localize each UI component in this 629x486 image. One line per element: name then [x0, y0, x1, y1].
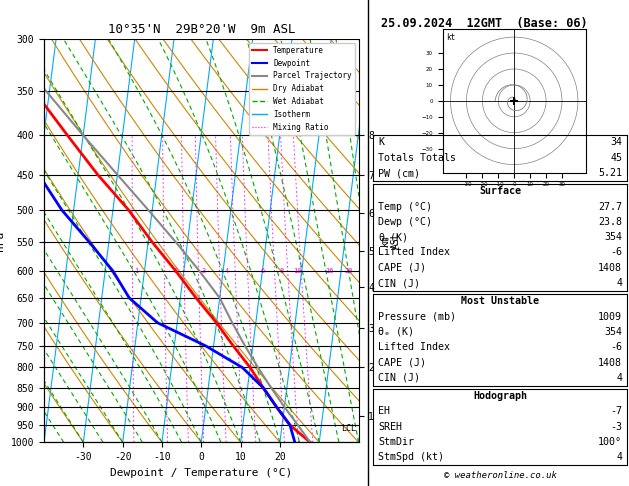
Text: 10: 10: [294, 268, 302, 274]
Text: 4: 4: [616, 373, 622, 383]
Text: 6: 6: [260, 268, 265, 274]
Text: kt: kt: [446, 34, 455, 42]
Text: StmSpd (kt): StmSpd (kt): [378, 452, 444, 462]
Text: Lifted Index: Lifted Index: [378, 342, 450, 352]
Text: 1009: 1009: [598, 312, 622, 322]
Text: 354: 354: [604, 327, 622, 337]
Text: Totals Totals: Totals Totals: [378, 153, 456, 163]
Text: Hodograph: Hodograph: [473, 391, 527, 401]
Text: CAPE (J): CAPE (J): [378, 358, 426, 367]
Text: StmDir: StmDir: [378, 437, 414, 447]
Text: Most Unstable: Most Unstable: [461, 296, 539, 306]
Text: PW (cm): PW (cm): [378, 168, 420, 178]
Text: K: K: [378, 138, 384, 147]
Text: 5.21: 5.21: [598, 168, 622, 178]
Text: EH: EH: [378, 406, 390, 417]
Legend: Temperature, Dewpoint, Parcel Trajectory, Dry Adiabat, Wet Adiabat, Isotherm, Mi: Temperature, Dewpoint, Parcel Trajectory…: [248, 43, 355, 135]
Text: Surface: Surface: [479, 186, 521, 196]
Text: 3: 3: [201, 268, 206, 274]
Text: SREH: SREH: [378, 422, 402, 432]
Text: 8: 8: [280, 268, 284, 274]
X-axis label: Dewpoint / Temperature (°C): Dewpoint / Temperature (°C): [110, 468, 292, 478]
Text: 354: 354: [604, 232, 622, 242]
Text: Lifted Index: Lifted Index: [378, 247, 450, 258]
Text: 25.09.2024  12GMT  (Base: 06): 25.09.2024 12GMT (Base: 06): [381, 17, 587, 30]
Text: 27.7: 27.7: [598, 202, 622, 211]
Text: CAPE (J): CAPE (J): [378, 263, 426, 273]
Text: 2: 2: [174, 268, 178, 274]
Text: CIN (J): CIN (J): [378, 278, 420, 288]
Text: 4: 4: [616, 452, 622, 462]
Text: Pressure (mb): Pressure (mb): [378, 312, 456, 322]
Text: -6: -6: [610, 342, 622, 352]
Y-axis label: hPa: hPa: [0, 230, 5, 251]
Text: 16: 16: [325, 268, 333, 274]
Text: 20: 20: [345, 268, 353, 274]
Text: 4: 4: [616, 278, 622, 288]
Text: θₑ(K): θₑ(K): [378, 232, 408, 242]
Text: 45: 45: [610, 153, 622, 163]
Text: 4: 4: [225, 268, 229, 274]
Text: © weatheronline.co.uk: © weatheronline.co.uk: [443, 471, 557, 480]
Text: -3: -3: [610, 422, 622, 432]
Title: 10°35'N  29B°20'W  9m ASL: 10°35'N 29B°20'W 9m ASL: [108, 23, 295, 36]
Text: -7: -7: [610, 406, 622, 417]
Text: 1408: 1408: [598, 358, 622, 367]
Text: Dewp (°C): Dewp (°C): [378, 217, 432, 227]
Text: 100°: 100°: [598, 437, 622, 447]
Text: θₑ (K): θₑ (K): [378, 327, 414, 337]
Text: 1408: 1408: [598, 263, 622, 273]
Text: -6: -6: [610, 247, 622, 258]
Text: Temp (°C): Temp (°C): [378, 202, 432, 211]
Text: CIN (J): CIN (J): [378, 373, 420, 383]
Text: LCL: LCL: [342, 424, 357, 433]
Text: 34: 34: [610, 138, 622, 147]
Text: 1: 1: [135, 268, 139, 274]
Text: 23.8: 23.8: [598, 217, 622, 227]
Y-axis label: km
ASL: km ASL: [380, 232, 401, 249]
